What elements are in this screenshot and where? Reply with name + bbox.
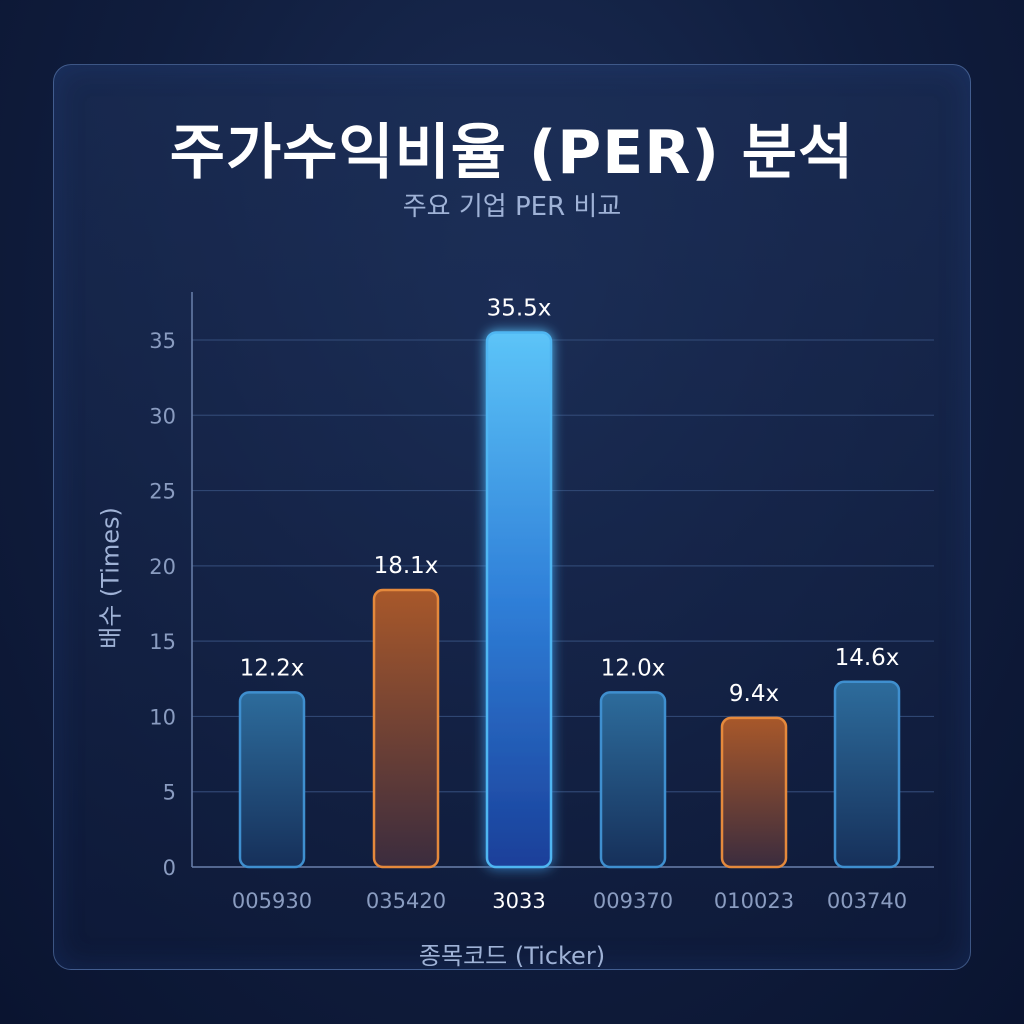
y-tick-label: 30 bbox=[149, 404, 176, 428]
y-axis-title: 배수 (Times) bbox=[96, 507, 125, 649]
bar-value-label: 35.5x bbox=[487, 295, 552, 321]
y-tick-label: 5 bbox=[163, 781, 176, 805]
x-tick-label: 009370 bbox=[593, 889, 673, 913]
y-tick-label: 20 bbox=[149, 555, 176, 579]
bar-010023 bbox=[720, 716, 788, 869]
y-tick-label: 15 bbox=[149, 630, 176, 654]
y-tick-label: 35 bbox=[149, 329, 176, 353]
grid-lines bbox=[192, 339, 934, 793]
x-tick-label: 003740 bbox=[827, 889, 907, 913]
x-axis-title: 종목코드 (Ticker) bbox=[418, 942, 606, 970]
y-tick-label: 25 bbox=[149, 480, 176, 504]
bar-3033 bbox=[485, 331, 553, 869]
y-tick-label: 10 bbox=[149, 705, 176, 729]
chart-title: 주가수익비율 (PER) 분석 bbox=[169, 118, 855, 188]
bar-value-label: 12.2x bbox=[240, 655, 305, 681]
bar-value-label: 9.4x bbox=[729, 681, 779, 707]
bar-value-label: 14.6x bbox=[835, 645, 900, 671]
bar-003740 bbox=[833, 680, 901, 869]
y-tick-label: 0 bbox=[163, 856, 176, 880]
labels: 0 5 10 15 20 25 30 35 12.2x 005930 18.1x 035420 35.5… bbox=[149, 295, 907, 913]
chart-subtitle: 주요 기업 PER 비교 bbox=[402, 192, 622, 222]
bar-value-label: 18.1x bbox=[374, 553, 439, 579]
bar-035420 bbox=[372, 588, 440, 869]
axes bbox=[191, 292, 934, 868]
bar-009370 bbox=[599, 691, 667, 869]
bar-005930 bbox=[238, 691, 306, 869]
x-tick-label: 005930 bbox=[232, 889, 312, 913]
bars bbox=[238, 331, 901, 869]
x-tick-label: 3033 bbox=[492, 889, 545, 913]
bar-value-label: 12.0x bbox=[601, 655, 666, 681]
x-tick-label: 035420 bbox=[366, 889, 446, 913]
x-tick-label: 010023 bbox=[714, 889, 794, 913]
